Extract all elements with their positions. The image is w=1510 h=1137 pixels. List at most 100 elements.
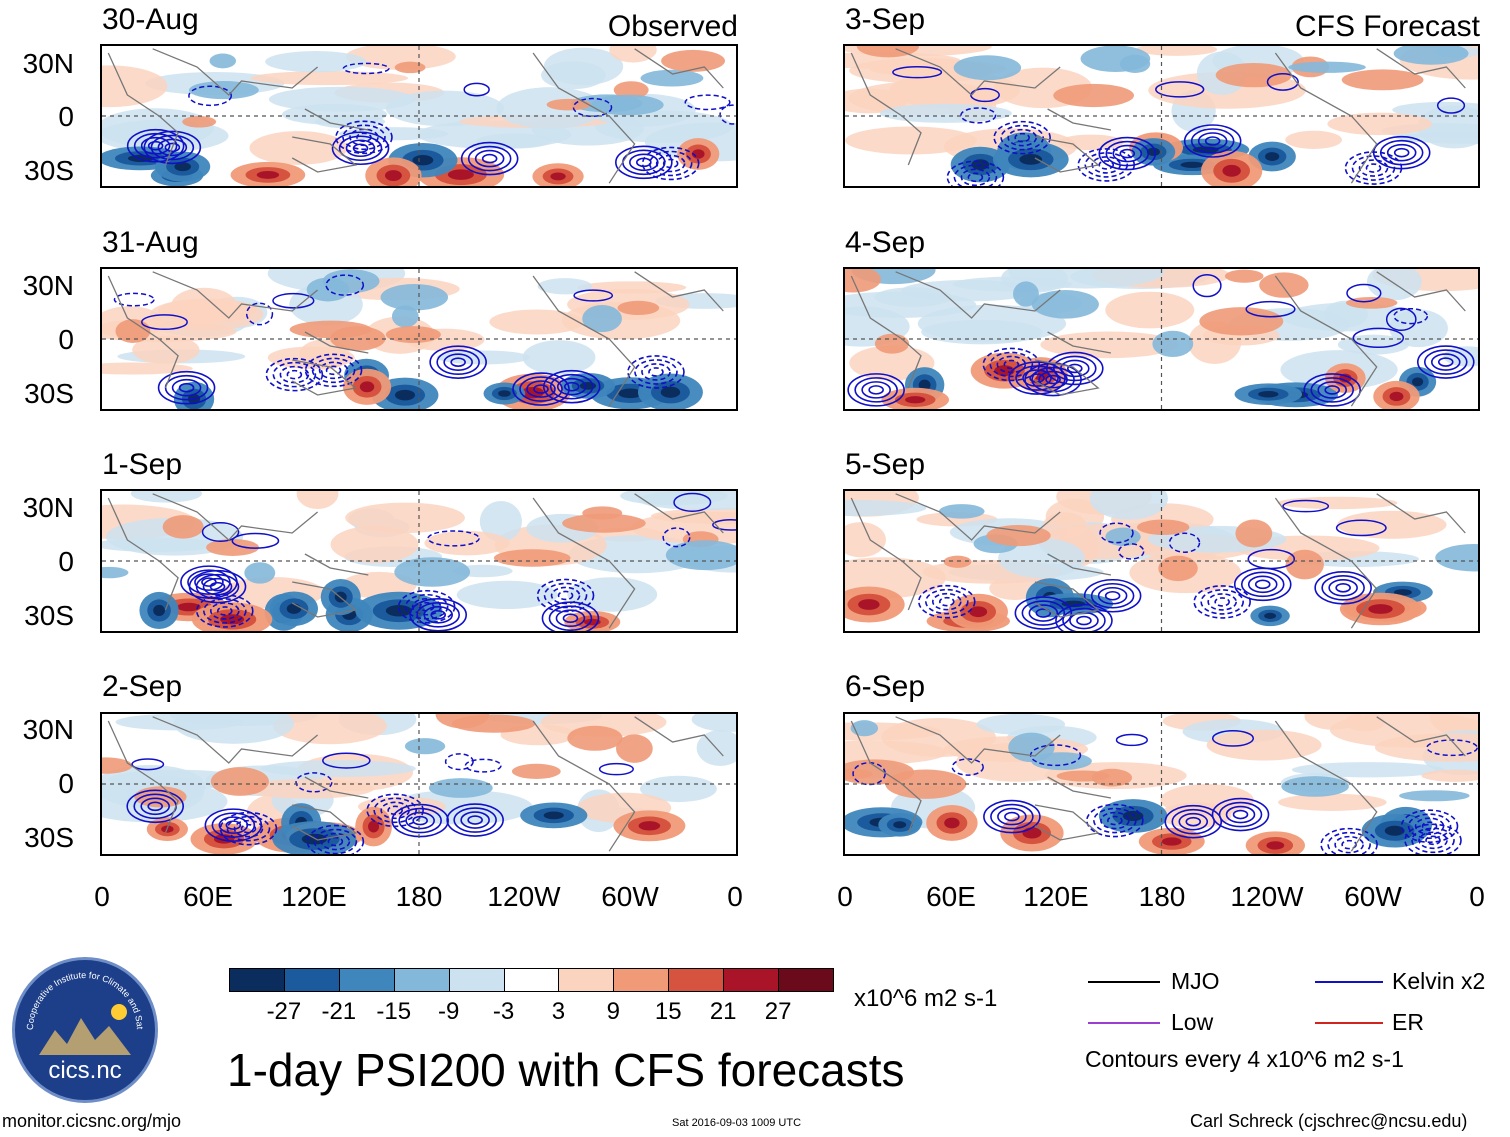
kelvin-contours xyxy=(892,66,1466,186)
map-panel xyxy=(843,44,1480,188)
colorbar-tick-label: -15 xyxy=(376,998,412,1025)
coastlines xyxy=(107,716,724,852)
lon-label: 180 xyxy=(1138,881,1186,912)
lon-label: 0 xyxy=(94,881,110,912)
lat-label: 30S xyxy=(24,155,74,186)
colorbar-swatch xyxy=(448,968,505,992)
units-label: x10^6 m2 s-1 xyxy=(854,985,998,1012)
er-legend-line xyxy=(1315,1022,1383,1024)
panel-title: 31-Aug xyxy=(102,226,199,259)
anomaly-shading xyxy=(102,269,736,409)
low-legend-line xyxy=(1088,1022,1160,1024)
map-panel xyxy=(100,712,738,856)
lat-label: 0 xyxy=(58,546,74,577)
kelvin-contours xyxy=(113,274,685,406)
main-title: 1-day PSI200 with CFS forecasts xyxy=(227,1044,905,1096)
anomaly-shading xyxy=(845,269,1478,409)
panel-title: 3-Sep xyxy=(845,3,926,36)
contour-note: Contours every 4 x10^6 m2 s-1 xyxy=(1085,1046,1404,1072)
lat-label: 30N xyxy=(22,492,74,523)
colorbar xyxy=(229,968,834,994)
anomaly-shading xyxy=(845,46,1478,186)
colorbar-tick-label: -27 xyxy=(266,998,302,1025)
lon-label: 120E xyxy=(1023,881,1089,912)
author: Carl Schreck (cjschrec@ncsu.edu) xyxy=(1190,1111,1468,1131)
colorbar-tick-label: 27 xyxy=(764,998,792,1025)
observed-header: Observed xyxy=(607,10,738,43)
lat-label: 30N xyxy=(22,270,74,301)
lon-label: 0 xyxy=(1469,881,1485,912)
colorbar-swatch xyxy=(283,968,340,992)
coastlines xyxy=(850,493,1466,629)
lon-label: 120E xyxy=(281,881,347,912)
coastlines xyxy=(850,271,1466,407)
colorbar-tick-label: -3 xyxy=(492,998,515,1025)
lon-label: 120W xyxy=(487,881,561,912)
mjo-legend-label: MJO xyxy=(1171,968,1220,994)
map-panel xyxy=(100,489,738,633)
er-legend-label: ER xyxy=(1392,1009,1424,1035)
kelvin-contours xyxy=(126,62,736,181)
colorbar-tick-label: 21 xyxy=(709,998,737,1025)
anomaly-shading xyxy=(102,491,736,631)
colorbar-swatch xyxy=(668,968,725,992)
colorbar-swatch xyxy=(229,968,285,992)
lon-label: 60W xyxy=(1344,881,1402,912)
coastlines xyxy=(850,716,1466,852)
panel-title: 30-Aug xyxy=(102,3,199,36)
colorbar-labels: -27 -21 -15 -9 -3 3 9 15 21 27 xyxy=(0,1000,1510,1028)
lat-label: 0 xyxy=(58,768,74,799)
colorbar-tick-label: -21 xyxy=(321,998,357,1025)
lat-label: 30N xyxy=(22,48,74,79)
map-panel xyxy=(843,489,1480,633)
coastlines xyxy=(850,48,1466,184)
map-panel xyxy=(100,267,738,411)
site-url: monitor.cicsnc.org/mjo xyxy=(2,1111,182,1131)
map-panel xyxy=(843,712,1480,856)
lon-label: 120W xyxy=(1230,881,1304,912)
colorbar-tick-label: 15 xyxy=(654,998,682,1025)
kelvin-legend-label: Kelvin x2 xyxy=(1392,968,1486,994)
kelvin-contours xyxy=(917,499,1387,631)
panel-title: 5-Sep xyxy=(845,448,926,481)
coastlines xyxy=(107,493,724,629)
coastlines xyxy=(107,48,724,184)
map-panel xyxy=(100,44,738,188)
colorbar-swatch xyxy=(503,968,560,992)
logo-text: cics.nc xyxy=(48,1057,121,1084)
lat-label: 30S xyxy=(24,378,74,409)
lon-label: 60E xyxy=(926,881,976,912)
anomaly-shading xyxy=(845,491,1478,631)
lat-label: 0 xyxy=(58,324,74,355)
colorbar-tick-label: 3 xyxy=(551,998,566,1025)
forecast-header: CFS Forecast xyxy=(1294,10,1480,43)
colorbar-swatch xyxy=(723,968,780,992)
mjo-legend-line xyxy=(1088,981,1160,983)
panel-title: 4-Sep xyxy=(845,226,926,259)
panel-title: 2-Sep xyxy=(102,670,183,703)
lat-label: 30N xyxy=(22,714,74,745)
lat-label: 30S xyxy=(24,822,74,853)
low-legend-label: Low xyxy=(1171,1009,1214,1035)
kelvin-contours xyxy=(126,752,634,854)
panel-title: 6-Sep xyxy=(845,670,926,703)
timestamp: Sat 2016-09-03 1009 UTC xyxy=(672,1117,802,1129)
colorbar-tick-label: -9 xyxy=(437,998,460,1025)
kelvin-legend-line xyxy=(1315,981,1383,983)
cics-logo: Cooperative Institute for Climate and Sa… xyxy=(12,957,158,1103)
map-panel xyxy=(843,267,1480,411)
colorbar-swatch xyxy=(778,968,834,992)
colorbar-swatch xyxy=(558,968,615,992)
colorbar-swatch xyxy=(338,968,395,992)
anomaly-shading xyxy=(845,714,1478,854)
coastlines xyxy=(107,271,724,407)
kelvin-contours xyxy=(180,492,736,631)
lon-label: 180 xyxy=(395,881,443,912)
lat-label: 0 xyxy=(58,101,74,132)
panel-title: 1-Sep xyxy=(102,448,183,481)
kelvin-contours xyxy=(847,274,1475,407)
lat-label: 30S xyxy=(24,600,74,631)
lon-label: 0 xyxy=(727,881,743,912)
colorbar-swatch xyxy=(393,968,450,992)
colorbar-swatch xyxy=(613,968,670,992)
